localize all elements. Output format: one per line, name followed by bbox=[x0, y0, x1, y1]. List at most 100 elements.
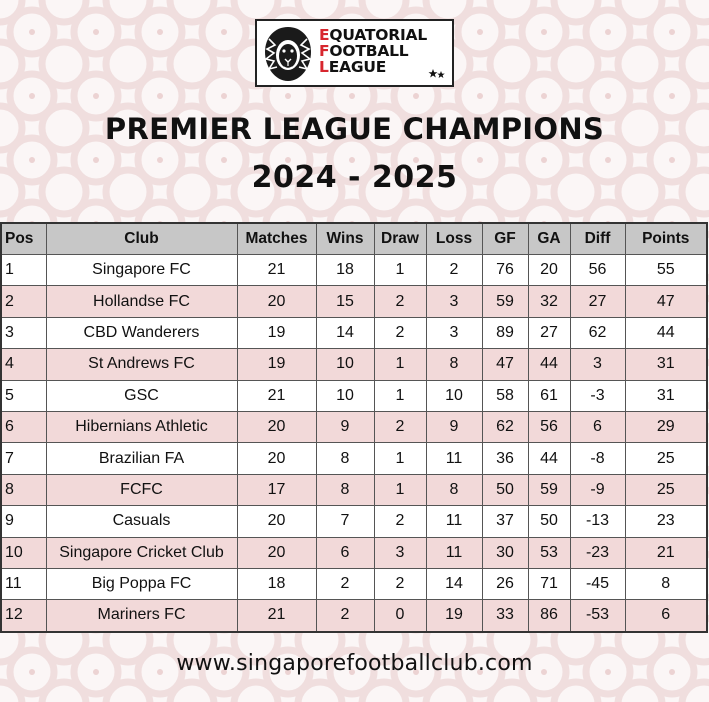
cell-wins: 7 bbox=[315, 505, 375, 538]
cell-pos: 8 bbox=[0, 473, 47, 507]
logo-word-3: EAGUE bbox=[328, 58, 387, 76]
cell-ga: 59 bbox=[527, 473, 571, 507]
header-ga: GA bbox=[527, 222, 571, 255]
cell-pos: 1 bbox=[0, 253, 47, 287]
cell-gf: 26 bbox=[481, 567, 529, 601]
season-label: 2024 - 2025 bbox=[251, 160, 458, 195]
cell-pos: 12 bbox=[0, 599, 47, 633]
page-title: PREMIER LEAGUE CHAMPIONS bbox=[104, 112, 605, 146]
cell-club: St Andrews FC bbox=[45, 348, 238, 381]
cell-draw: 2 bbox=[373, 567, 427, 601]
league-logo: EQUATORIAL FOOTBALL LEAGUE bbox=[255, 19, 454, 87]
table-row: 4 St Andrews FC 19 10 1 8 47 44 3 31 bbox=[0, 348, 708, 381]
logo-initial-e: E bbox=[319, 26, 330, 44]
table-row: 11 Big Poppa FC 18 2 2 14 26 71 -45 8 bbox=[0, 567, 708, 601]
cell-wins: 2 bbox=[315, 567, 375, 601]
cell-points: 25 bbox=[624, 473, 708, 507]
cell-draw: 3 bbox=[373, 536, 427, 569]
cell-draw: 1 bbox=[373, 348, 427, 381]
cell-ga: 53 bbox=[527, 536, 571, 569]
table-row: 2 Hollandse FC 20 15 2 3 59 32 27 47 bbox=[0, 285, 708, 318]
cell-gf: 37 bbox=[481, 505, 529, 538]
cell-wins: 10 bbox=[315, 379, 375, 412]
cell-wins: 9 bbox=[315, 410, 375, 444]
header-matches: Matches bbox=[236, 222, 317, 255]
cell-ga: 86 bbox=[527, 599, 571, 633]
table-header-row: Pos Club Matches Wins Draw Loss GF GA Di… bbox=[0, 222, 708, 255]
cell-points: 25 bbox=[624, 442, 708, 475]
cell-points: 6 bbox=[624, 599, 708, 633]
cell-ga: 50 bbox=[527, 505, 571, 538]
cell-wins: 8 bbox=[315, 442, 375, 475]
header-diff: Diff bbox=[569, 222, 626, 255]
cell-draw: 2 bbox=[373, 316, 427, 350]
cell-matches: 20 bbox=[236, 505, 317, 538]
table-row: 12 Mariners FC 21 2 0 19 33 86 -53 6 bbox=[0, 599, 708, 633]
cell-loss: 19 bbox=[425, 599, 483, 633]
cell-loss: 8 bbox=[425, 473, 483, 507]
cell-matches: 18 bbox=[236, 567, 317, 601]
cell-diff: -9 bbox=[569, 473, 626, 507]
cell-points: 31 bbox=[624, 348, 708, 381]
cell-club: FCFC bbox=[45, 473, 238, 507]
cell-pos: 7 bbox=[0, 442, 47, 475]
cell-loss: 10 bbox=[425, 379, 483, 412]
cell-loss: 11 bbox=[425, 505, 483, 538]
website-link[interactable]: www.singaporefootballclub.com bbox=[176, 651, 533, 676]
cell-draw: 2 bbox=[373, 285, 427, 318]
cell-matches: 19 bbox=[236, 348, 317, 381]
cell-points: 44 bbox=[624, 316, 708, 350]
cell-matches: 21 bbox=[236, 379, 317, 412]
cell-points: 21 bbox=[624, 536, 708, 569]
cell-club: Singapore Cricket Club bbox=[45, 536, 238, 569]
cell-club: GSC bbox=[45, 379, 238, 412]
table-row: 8 FCFC 17 8 1 8 50 59 -9 25 bbox=[0, 473, 708, 507]
league-wordmark: EQUATORIAL FOOTBALL LEAGUE bbox=[319, 27, 449, 75]
cell-matches: 20 bbox=[236, 536, 317, 569]
cell-wins: 14 bbox=[315, 316, 375, 350]
cell-wins: 6 bbox=[315, 536, 375, 569]
cell-pos: 2 bbox=[0, 285, 47, 318]
cell-matches: 20 bbox=[236, 442, 317, 475]
cell-gf: 30 bbox=[481, 536, 529, 569]
cell-diff: 27 bbox=[569, 285, 626, 318]
cell-points: 47 bbox=[624, 285, 708, 318]
cell-points: 55 bbox=[624, 253, 708, 287]
cell-gf: 59 bbox=[481, 285, 529, 318]
header-gf: GF bbox=[481, 222, 529, 255]
cell-matches: 20 bbox=[236, 410, 317, 444]
cell-wins: 2 bbox=[315, 599, 375, 633]
cell-diff: -3 bbox=[569, 379, 626, 412]
table-row: 1 Singapore FC 21 18 1 2 76 20 56 55 bbox=[0, 253, 708, 287]
standings-table: Pos Club Matches Wins Draw Loss GF GA Di… bbox=[0, 222, 708, 633]
logo-initial-l: L bbox=[319, 58, 329, 76]
cell-loss: 2 bbox=[425, 253, 483, 287]
cell-ga: 27 bbox=[527, 316, 571, 350]
cell-diff: -45 bbox=[569, 567, 626, 601]
cell-diff: 3 bbox=[569, 348, 626, 381]
cell-points: 8 bbox=[624, 567, 708, 601]
cell-pos: 5 bbox=[0, 379, 47, 412]
cell-loss: 3 bbox=[425, 285, 483, 318]
cell-ga: 44 bbox=[527, 442, 571, 475]
cell-ga: 61 bbox=[527, 379, 571, 412]
cell-ga: 32 bbox=[527, 285, 571, 318]
cell-club: Singapore FC bbox=[45, 253, 238, 287]
cell-gf: 33 bbox=[481, 599, 529, 633]
header-loss: Loss bbox=[425, 222, 483, 255]
cell-gf: 58 bbox=[481, 379, 529, 412]
cell-ga: 20 bbox=[527, 253, 571, 287]
cell-pos: 9 bbox=[0, 505, 47, 538]
cell-pos: 6 bbox=[0, 410, 47, 444]
cell-wins: 10 bbox=[315, 348, 375, 381]
cell-loss: 11 bbox=[425, 536, 483, 569]
table-row: 6 Hibernians Athletic 20 9 2 9 62 56 6 2… bbox=[0, 410, 708, 444]
header-pos: Pos bbox=[0, 222, 47, 255]
cell-pos: 3 bbox=[0, 316, 47, 350]
header-club: Club bbox=[45, 222, 238, 255]
table-row: 10 Singapore Cricket Club 20 6 3 11 30 5… bbox=[0, 536, 708, 569]
cell-points: 23 bbox=[624, 505, 708, 538]
cell-points: 29 bbox=[624, 410, 708, 444]
logo-word-1: QUATORIAL bbox=[329, 26, 427, 44]
